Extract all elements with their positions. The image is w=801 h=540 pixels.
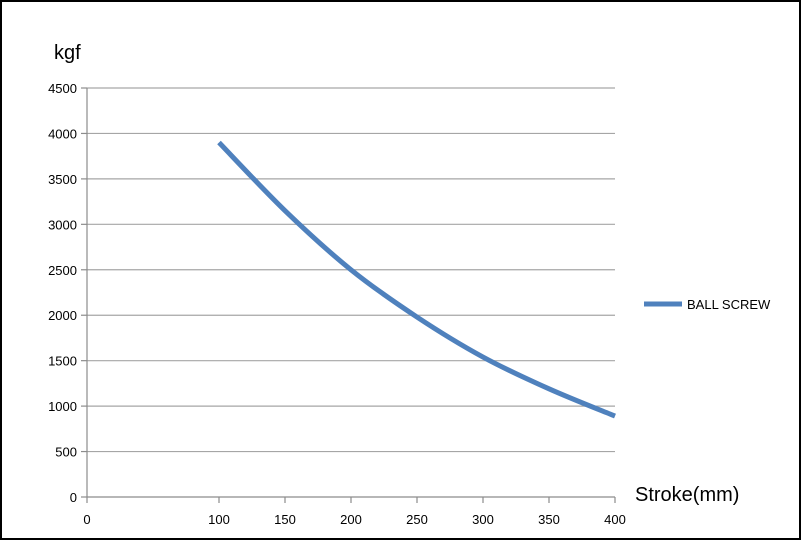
y-axis-title: kgf [54,42,81,64]
y-tick-label-3500: 3500 [48,172,77,187]
y-tick-label-4000: 4000 [48,126,77,141]
y-tick-label-0: 0 [70,490,77,505]
y-tick-label-1500: 1500 [48,354,77,369]
y-tick-label-2000: 2000 [48,308,77,323]
y-tick-label-2500: 2500 [48,263,77,278]
legend: BALL SCREW [644,297,771,312]
axes [81,87,616,503]
series-lines [217,140,616,419]
x-tick-label-250: 250 [406,512,428,527]
series-line-0 [217,140,616,419]
x-tick-label-350: 350 [538,512,560,527]
x-axis-title: Stroke(mm) [635,484,739,506]
x-tick-label-0: 0 [83,512,90,527]
tick-labels: 0 500 1000 1500 2000 2500 3000 3500 4000 4500 0 100… [48,81,626,527]
x-tick-label-300: 300 [472,512,494,527]
x-tick-label-200: 200 [340,512,362,527]
y-tick-label-4500: 4500 [48,81,77,96]
y-tick-label-1000: 1000 [48,399,77,414]
x-tick-label-400: 400 [604,512,626,527]
legend-label-ball-screw: BALL SCREW [687,297,771,312]
x-tick-label-100: 100 [208,512,230,527]
y-tick-label-3000: 3000 [48,217,77,232]
y-tick-label-500: 500 [55,445,77,460]
x-tick-label-150: 150 [274,512,296,527]
